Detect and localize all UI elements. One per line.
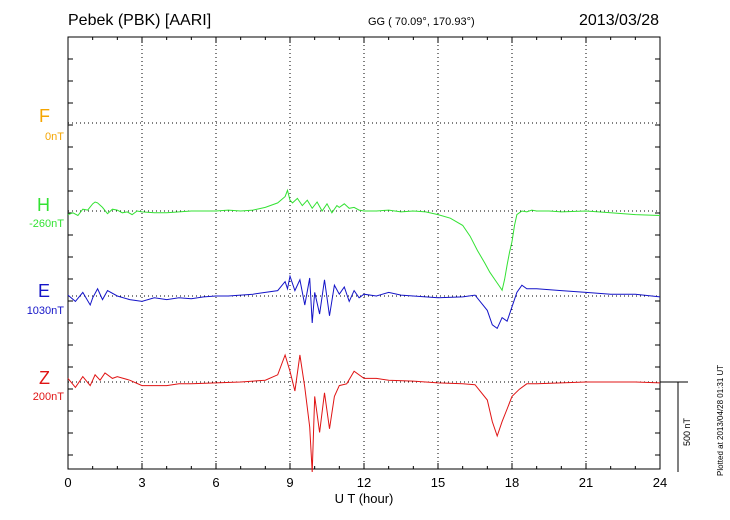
- series-baseline-z: 200nT: [32, 391, 64, 403]
- series-baseline-h: -260nT: [29, 218, 64, 230]
- series-line-z: [67, 353, 661, 473]
- x-tick-label: 12: [357, 475, 371, 490]
- x-tick-label: 9: [286, 475, 293, 490]
- x-tick-label: 6: [212, 475, 219, 490]
- x-tick-label: 18: [505, 475, 519, 490]
- series-label-z: Z: [39, 368, 50, 388]
- x-tick-label: 21: [579, 475, 593, 490]
- geo-coordinates: GG ( 70.09°, 170.93°): [368, 16, 475, 28]
- x-axis-label: U T (hour): [335, 491, 394, 506]
- x-tick-label: 24: [653, 475, 667, 490]
- plot-date: 2013/03/28: [579, 12, 660, 29]
- x-tick-label: 15: [431, 475, 445, 490]
- x-tick-label: 3: [138, 475, 145, 490]
- series-label-e: E: [37, 281, 50, 301]
- scale-label: 500 nT: [682, 417, 692, 446]
- series-label-h: H: [37, 195, 50, 215]
- series-line-e: [67, 274, 661, 330]
- plotted-at-note: Plotted at 2013/04/28 01:31 UT: [716, 364, 725, 476]
- series-line-h: [67, 188, 661, 292]
- x-tick-label: 0: [64, 475, 71, 490]
- series-baseline-f: 0nT: [45, 131, 64, 143]
- series-label-f: F: [39, 106, 50, 126]
- series-baseline-e: 1030nT: [26, 305, 64, 317]
- station-title: Pebek (PBK) [AARI]: [68, 12, 212, 29]
